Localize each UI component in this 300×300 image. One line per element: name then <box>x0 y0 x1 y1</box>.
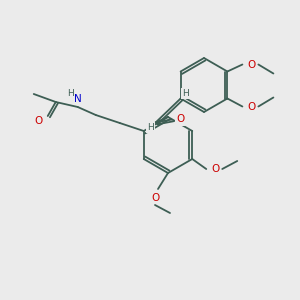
Text: N: N <box>74 94 82 104</box>
Text: H: H <box>147 123 154 132</box>
Text: O: O <box>211 164 219 174</box>
Text: H: H <box>182 89 189 98</box>
Text: O: O <box>247 59 256 70</box>
Text: O: O <box>34 116 43 126</box>
Text: O: O <box>151 193 159 203</box>
Text: H: H <box>68 88 74 98</box>
Text: O: O <box>247 101 256 112</box>
Text: O: O <box>176 115 185 124</box>
